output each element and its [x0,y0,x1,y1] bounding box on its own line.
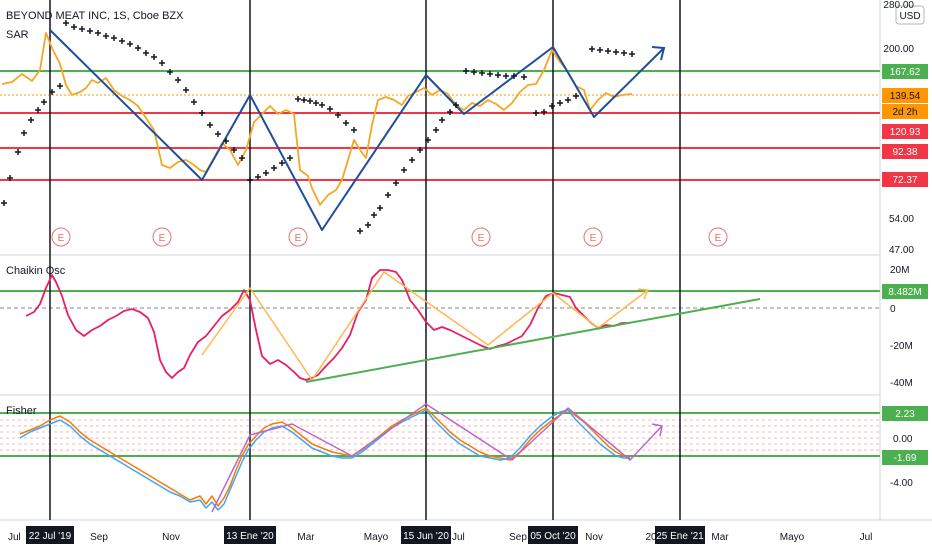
trend-zigzag [49,29,665,231]
chaikin-support-trendline [305,298,761,383]
time-label-jul3: Jul [860,532,873,543]
earnings-text-5: E [590,233,597,244]
fisher-series-b [19,409,630,511]
level-tag-167 [882,64,928,79]
fisher-tag-lower [882,450,928,465]
chaikin-tick-2: 0 [890,304,896,315]
marker-date-4: 05 Oct '20 [530,531,576,542]
currency-label: USD [899,11,920,22]
marker-date-2: 13 Ene '20 [226,531,274,542]
earnings-marker-1[interactable]: E [51,227,71,247]
marker-tag-1 [26,526,74,544]
fisher-label: Fisher [6,405,37,417]
price-tick-1: 280.00 [883,0,914,11]
earnings-text-6: E [715,233,722,244]
time-label-jul: Jul [8,532,21,543]
earnings-text-1: E [58,233,65,244]
chaikin-trend-zigzag [201,271,649,381]
chaikin-tick-1: 20M [890,265,909,276]
level-tag-120 [882,124,928,139]
time-label-nov2: Nov [585,532,603,543]
earnings-marker-6[interactable]: E [708,227,728,247]
earnings-marker-4[interactable]: E [471,227,491,247]
fisher-upper-value: 2.23 [895,409,915,420]
fisher-arrow-head [651,423,663,437]
earnings-text-3: E [295,233,302,244]
marker-date-3: 15 Jun '20 [403,531,449,542]
time-label-mayo2: Mayo [780,532,805,543]
level-text-72: 72.37 [892,175,917,186]
time-label-mar: Mar [297,532,315,543]
time-label-20: 20 [645,532,657,543]
fisher-tick-low: -4.00 [890,478,913,489]
price-tick-3: 54.00 [889,214,914,225]
level-text-167: 167.62 [890,67,921,78]
level-text-92: 92.38 [892,147,917,158]
marker-tag-5 [655,526,705,544]
earnings-marker-2[interactable]: E [152,227,172,247]
chaikin-value: 8.482M [888,287,921,298]
level-tag-139 [882,88,928,103]
fisher-series-a [19,407,631,507]
level-tag-72 [882,172,928,187]
currency-button[interactable] [895,5,925,25]
trend-arrow-head [651,46,666,61]
chart-title: BEYOND MEAT INC, 1S, Cboe BZX [6,10,184,22]
time-label-sep2: Sep [509,532,527,543]
marker-date-5: 25 Ene '21 [656,531,704,542]
price-series [1,32,633,206]
level-text-139: 139.54 [890,91,921,102]
fisher-trend-zigzag [211,403,663,513]
time-label-mar2: Mar [711,532,729,543]
fisher-tag-upper [882,406,928,421]
chaikin-value-tag [882,284,928,299]
chaikin-label: Chaikin Osc [6,265,66,277]
fisher-lower-value: -1.69 [894,453,917,464]
chaikin-tick-4: -40M [890,378,913,389]
sar-label: SAR [6,29,29,41]
earnings-text-2: E [159,233,166,244]
price-tick-4: 47.00 [889,245,914,256]
level-tag-92 [882,144,928,159]
level-tag-countdown [882,104,928,119]
marker-date-1: 22 Jul '19 [29,531,72,542]
earnings-marker-3[interactable]: E [288,227,308,247]
earnings-marker-5[interactable]: E [583,227,603,247]
time-label-sep: Sep [90,532,108,543]
fisher-tick-zero: 0.00 [893,434,913,445]
time-label-jul2: Jul [452,532,465,543]
chaikin-series [25,269,630,381]
level-text-120: 120.93 [890,127,921,138]
chaikin-tick-3: -20M [890,341,913,352]
price-tick-2: 200.00 [883,44,914,55]
earnings-text-4: E [478,233,485,244]
chaikin-arrow-head [637,288,650,300]
time-label-nov: Nov [162,532,180,543]
marker-tag-4 [528,526,578,544]
time-label-mayo: Mayo [364,532,389,543]
marker-tag-2 [224,526,276,544]
level-text-countdown: 2d 2h [892,107,917,118]
marker-tag-3 [401,526,451,544]
